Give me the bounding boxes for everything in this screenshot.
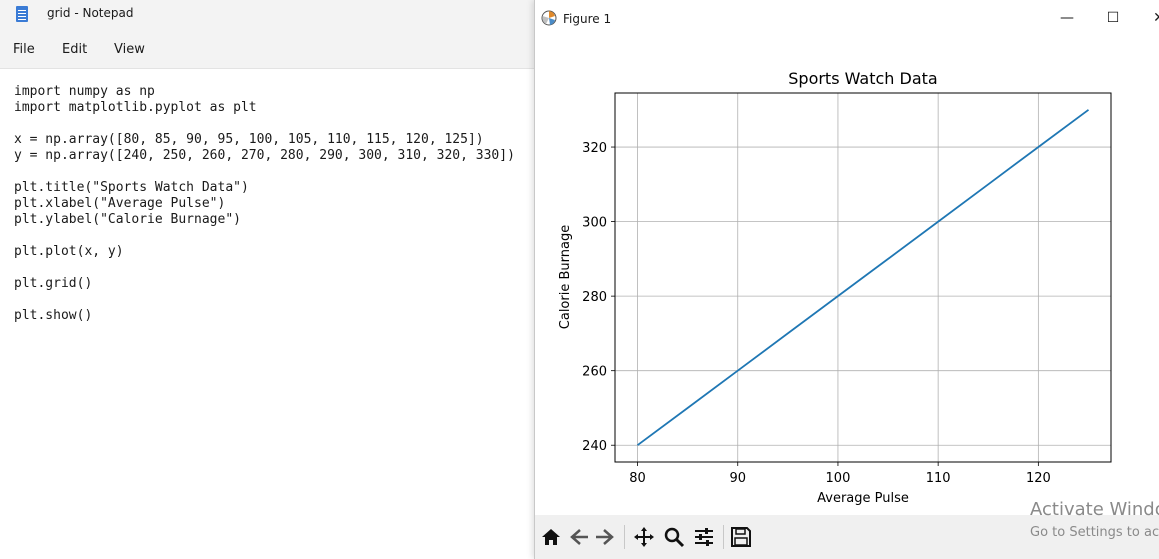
- y-tick-label: 240: [582, 439, 607, 454]
- y-tick-label: 320: [582, 141, 607, 156]
- maximize-button[interactable]: ☐: [1106, 10, 1120, 26]
- plot-area-frame: [614, 92, 1112, 463]
- back-button[interactable]: [567, 525, 591, 549]
- configure-subplots-button[interactable]: [692, 525, 716, 549]
- code-line: plt.plot(x, y): [14, 244, 124, 259]
- code-line: import matplotlib.pyplot as plt: [14, 100, 257, 115]
- close-button[interactable]: ✕: [1153, 10, 1159, 26]
- back-arrow-icon: [570, 529, 588, 545]
- x-axis-label: Average Pulse: [817, 491, 909, 506]
- minimize-button[interactable]: —: [1060, 10, 1074, 26]
- code-line: plt.show(): [14, 308, 93, 323]
- chart-title: Sports Watch Data: [788, 69, 937, 88]
- code-line: [14, 164, 530, 180]
- series-line: [636, 109, 1090, 446]
- x-tick-label: 90: [729, 471, 746, 486]
- pan-icon: [634, 527, 654, 547]
- figure-window: Figure 1 — ☐ ✕ 80 90 100 110 120 240 260 280 300…: [534, 0, 1159, 559]
- code-line: plt.grid(): [14, 276, 93, 291]
- code-line: [14, 116, 530, 132]
- notepad-window-title: grid - Notepad: [47, 6, 134, 20]
- navigation-toolbar: [535, 515, 1159, 559]
- figure-window-title: Figure 1: [563, 12, 612, 26]
- toolbar-separator: [624, 525, 625, 549]
- menu-edit[interactable]: Edit: [62, 42, 88, 57]
- code-line: plt.ylabel("Calorie Burnage"): [14, 212, 241, 227]
- home-button[interactable]: [539, 525, 563, 549]
- code-line: import numpy as np: [14, 84, 155, 99]
- save-icon: [731, 527, 751, 547]
- menu-view[interactable]: View: [114, 42, 145, 57]
- configure-subplots-icon: [695, 528, 713, 546]
- line-chart: 80 90 100 110 120 240 260 280 300 320 Sports Watc…: [558, 69, 1112, 506]
- code-line: plt.xlabel("Average Pulse"): [14, 196, 226, 211]
- y-axis-label: Calorie Burnage: [558, 225, 573, 329]
- y-tick-label: 260: [582, 365, 607, 380]
- notepad-app-icon: [16, 6, 28, 22]
- matplotlib-app-icon: [541, 10, 557, 26]
- figure-canvas[interactable]: 80 90 100 110 120 240 260 280 300 320 Sports Watc…: [535, 36, 1159, 515]
- code-line: [14, 260, 530, 276]
- text-editor[interactable]: import numpy as np import matplotlib.pypl…: [14, 84, 530, 324]
- x-tick-label: 80: [629, 471, 646, 486]
- save-button[interactable]: [729, 525, 753, 549]
- code-line: y = np.array([240, 250, 260, 270, 280, 2…: [14, 148, 515, 163]
- menu-file[interactable]: File: [13, 42, 35, 57]
- toolbar-separator: [723, 525, 724, 549]
- forward-button[interactable]: [593, 525, 617, 549]
- figure-titlebar[interactable]: Figure 1 — ☐ ✕: [535, 0, 1159, 36]
- zoom-button[interactable]: [662, 525, 686, 549]
- code-line: [14, 228, 530, 244]
- forward-arrow-icon: [596, 529, 614, 545]
- pan-button[interactable]: [632, 525, 656, 549]
- x-tick-label: 110: [926, 471, 951, 486]
- y-tick-label: 300: [582, 216, 607, 231]
- x-tick-label: 120: [1026, 471, 1051, 486]
- home-icon: [542, 529, 560, 545]
- notepad-window: grid - Notepad File Edit View import num…: [0, 0, 534, 559]
- notepad-titlebar[interactable]: grid - Notepad: [0, 0, 534, 32]
- code-line: plt.title("Sports Watch Data"): [14, 180, 249, 195]
- code-line: x = np.array([80, 85, 90, 95, 100, 105, …: [14, 132, 484, 147]
- menu-bar: File Edit View: [0, 32, 534, 69]
- y-tick-label: 280: [582, 290, 607, 305]
- code-line: [14, 292, 530, 308]
- x-tick-label: 100: [826, 471, 851, 486]
- zoom-icon: [664, 527, 685, 548]
